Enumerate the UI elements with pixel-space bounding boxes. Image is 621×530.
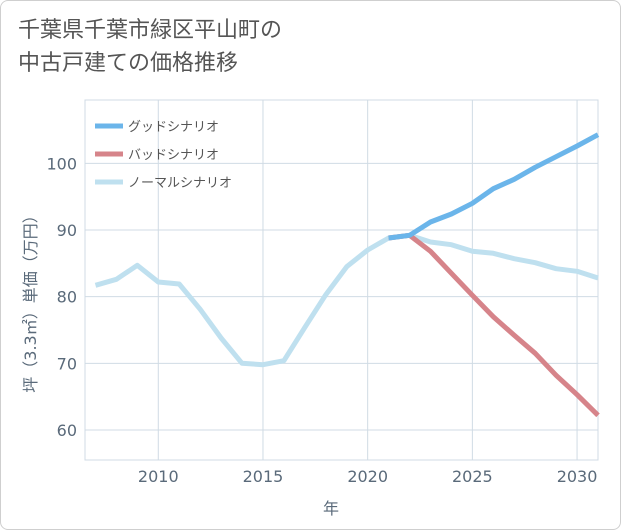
series-line-0	[388, 132, 600, 241]
title-line-2: 中古戸建ての価格推移	[18, 51, 239, 76]
legend-label: バッドシナリオ	[128, 148, 219, 163]
chart-title: 千葉県千葉市緑区平山町の 中古戸建ての価格推移	[18, 14, 282, 80]
y-tick-label: 80	[57, 288, 77, 307]
title-line-1: 千葉県千葉市緑区平山町の	[18, 18, 283, 43]
plot-area	[84, 99, 599, 461]
y-tick-label: 100	[46, 154, 77, 173]
legend-label: グッドシナリオ	[128, 120, 219, 135]
x-tick-label: 2010	[138, 467, 179, 486]
tick-labels: 2010 2015 2020 2025 2030 60 70 80 90 100	[46, 154, 597, 486]
x-tick-label: 2025	[452, 467, 493, 486]
y-tick-label: 90	[57, 221, 77, 240]
series-lines	[94, 132, 600, 418]
legend-label: ノーマルシナリオ	[128, 176, 232, 191]
series-line-1	[388, 232, 600, 418]
y-tick-label: 70	[57, 354, 77, 373]
y-axis-label: 坪（3.3㎡）単価（万円）	[21, 207, 40, 392]
x-tick-label: 2020	[347, 467, 388, 486]
series-line-2	[94, 232, 599, 368]
x-tick-label: 2030	[557, 467, 598, 486]
y-tick-label: 60	[57, 421, 77, 440]
x-tick-label: 2015	[243, 467, 284, 486]
x-axis-label: 年	[323, 499, 339, 518]
grid	[84, 99, 599, 461]
